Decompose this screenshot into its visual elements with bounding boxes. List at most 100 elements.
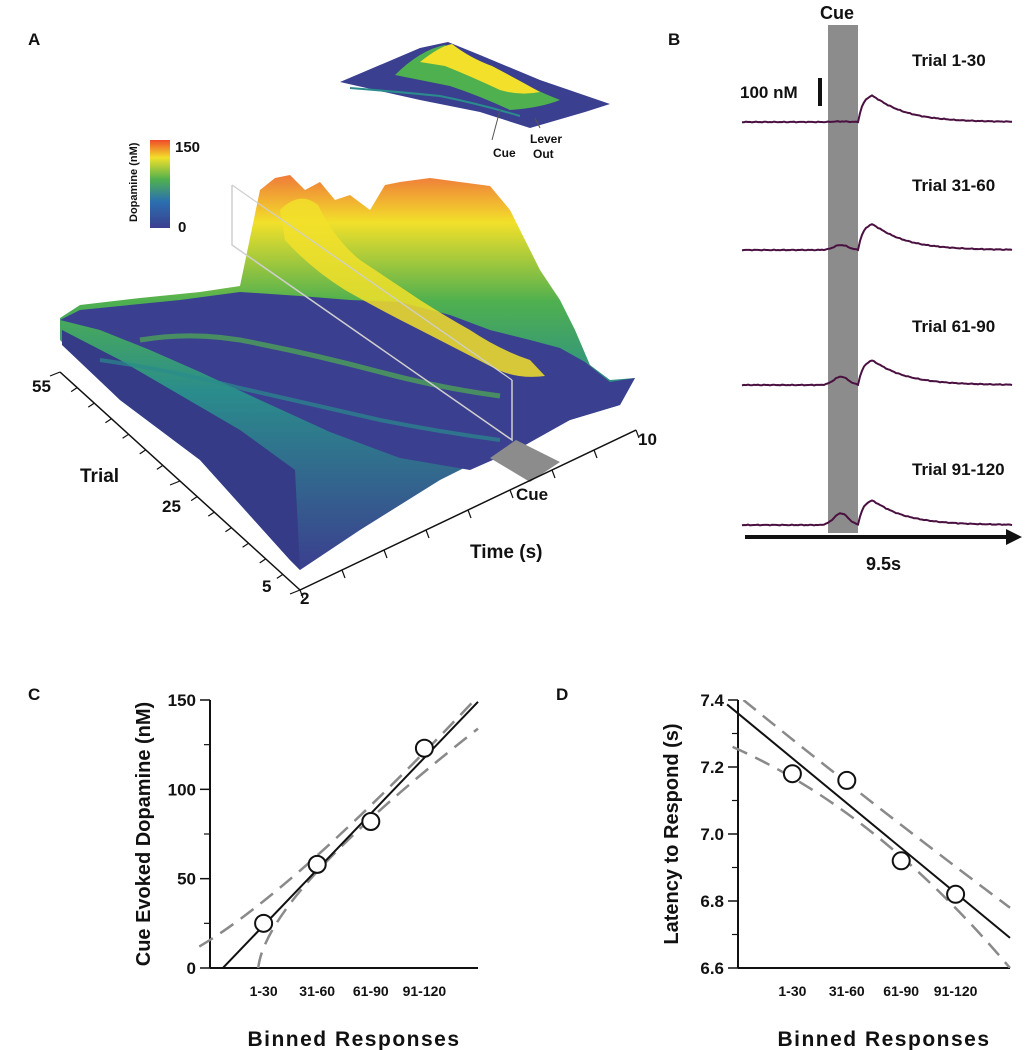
panel-b-traces: Cue 100 nM Trial 1-30 Trial 31-60 Trial …	[740, 3, 1022, 574]
d-data-point	[782, 764, 802, 784]
time-tick-mark	[551, 469, 556, 479]
c-ytick-label: 150	[168, 691, 196, 710]
time-axis-ticks	[299, 429, 640, 599]
c-ytick-label: 100	[168, 780, 196, 799]
trace-line-1	[742, 94, 1012, 124]
c-xtick-label: 31-60	[299, 983, 335, 999]
time-arrow-label: 9.5s	[866, 554, 901, 574]
time-tick-mark	[299, 589, 304, 599]
inset-out-label: Out	[533, 147, 554, 161]
trial-axis-label: Trial	[80, 466, 119, 487]
panel-letter-c: C	[28, 685, 40, 704]
time-tick-mark	[383, 549, 388, 559]
trace-label-1: Trial 1-30	[912, 51, 986, 70]
trial-axis-ticks	[49, 371, 301, 595]
d-xtick-label: 1-30	[778, 983, 806, 999]
d-ci-upper	[742, 700, 1011, 909]
c-ytick-label: 50	[177, 870, 196, 889]
trace-group	[741, 94, 1013, 527]
panel-a-surface-plot: Cue Lever Out Dopamine (nM) 150 0 Cue 55…	[32, 42, 657, 608]
trial-tick-25: 25	[162, 497, 181, 516]
d-ytick-label: 7.2	[700, 758, 724, 777]
d-ylabel: Latency to Respond (s)	[661, 723, 683, 944]
trial-tick-mark	[139, 449, 147, 455]
d-xtick-label: 31-60	[829, 983, 865, 999]
panel-d-scatter: 6.6 6.8 7.0 7.2 7.4 1-30 31-60 61-90 91-120 Binne…	[661, 691, 1011, 1050]
trace-label-2: Trial 31-60	[912, 176, 995, 195]
trial-tick-mark	[169, 480, 181, 486]
trial-tick-mark	[289, 589, 301, 595]
c-data-point	[254, 913, 274, 933]
d-ci-lower	[732, 745, 1011, 968]
trace-line-3	[741, 359, 1013, 387]
trace-line-2	[741, 223, 1013, 252]
cue-shade	[490, 440, 560, 482]
colorbar-label: Dopamine (nM)	[128, 142, 140, 222]
trace-line-4	[741, 499, 1013, 527]
time-tick-mark	[341, 569, 346, 579]
cue-bar	[828, 25, 858, 533]
c-data-point	[361, 811, 381, 831]
time-tick-mark	[509, 489, 514, 499]
inset-lever-label: Lever	[530, 132, 562, 146]
time-tick-2: 2	[300, 589, 309, 608]
panel-letter-a: A	[28, 30, 40, 49]
c-xtick-label: 61-90	[353, 983, 389, 999]
d-xtick-label: 61-90	[883, 983, 919, 999]
time-plane-frame	[231, 185, 513, 442]
trial-tick-mark	[70, 387, 78, 393]
trace-cue-title: Cue	[820, 3, 854, 23]
inset-surface	[340, 42, 610, 141]
d-data-point	[837, 770, 857, 790]
d-data-point	[891, 851, 911, 871]
d-data-point	[946, 884, 966, 904]
trial-tick-mark	[225, 527, 232, 533]
c-fit-line	[221, 701, 479, 968]
trial-tick-5: 5	[262, 577, 271, 596]
scale-bar-label: 100 nM	[740, 83, 798, 102]
trace-label-4: Trial 91-120	[912, 460, 1005, 479]
panel-c-scatter: 0 50 100 150 1-30 31-60 61-90 91-120 Binned Resp…	[133, 691, 479, 1050]
c-ytick-label: 0	[187, 959, 196, 978]
trial-tick-mark	[190, 496, 198, 502]
c-ylabel: Cue Evoked Dopamine (nM)	[133, 702, 155, 966]
trial-tick-mark	[276, 573, 284, 579]
d-xtick-label: 91-120	[934, 983, 978, 999]
d-ytick-label: 6.8	[700, 892, 724, 911]
colorbar-min-label: 0	[178, 219, 186, 236]
colorbar-max-label: 150	[175, 139, 200, 156]
c-data-point	[414, 738, 434, 758]
d-ytick-label: 7.0	[700, 825, 724, 844]
trial-tick-mark	[259, 558, 267, 564]
colorbar	[150, 140, 170, 228]
c-xtick-label: 91-120	[403, 983, 447, 999]
time-tick-mark	[593, 449, 598, 459]
inset-lever-pointer	[534, 117, 541, 129]
c-ci-upper	[198, 700, 477, 948]
time-arrow-head	[1006, 529, 1022, 545]
surface-ridge-highlight	[280, 198, 545, 377]
d-fit-line	[726, 703, 1011, 939]
c-xlabel: Binned Responses	[247, 1028, 460, 1050]
c-ci-lower	[256, 727, 479, 968]
time-plane-edge	[231, 184, 513, 381]
panel-letter-b: B	[668, 30, 680, 49]
panel-letter-d: D	[556, 685, 568, 704]
inset-cue-label: Cue	[493, 146, 516, 160]
trace-label-3: Trial 61-90	[912, 317, 995, 336]
surface-cue-label: Cue	[516, 485, 548, 504]
surface-green-stripe	[139, 333, 501, 399]
inset-cue-pointer	[491, 109, 501, 141]
c-xtick-label: 1-30	[250, 983, 278, 999]
inset-surface-peak	[420, 44, 540, 94]
surface-teal-stripe	[99, 358, 501, 442]
trial-tick-mark	[122, 433, 129, 439]
trial-tick-mark	[105, 418, 112, 424]
trial-tick-mark	[156, 464, 164, 470]
c-data-point	[307, 854, 327, 874]
d-ytick-label: 7.4	[700, 691, 724, 710]
trial-tick-mark	[242, 542, 249, 548]
trial-tick-55: 55	[32, 377, 51, 396]
trial-tick-mark	[49, 371, 61, 377]
